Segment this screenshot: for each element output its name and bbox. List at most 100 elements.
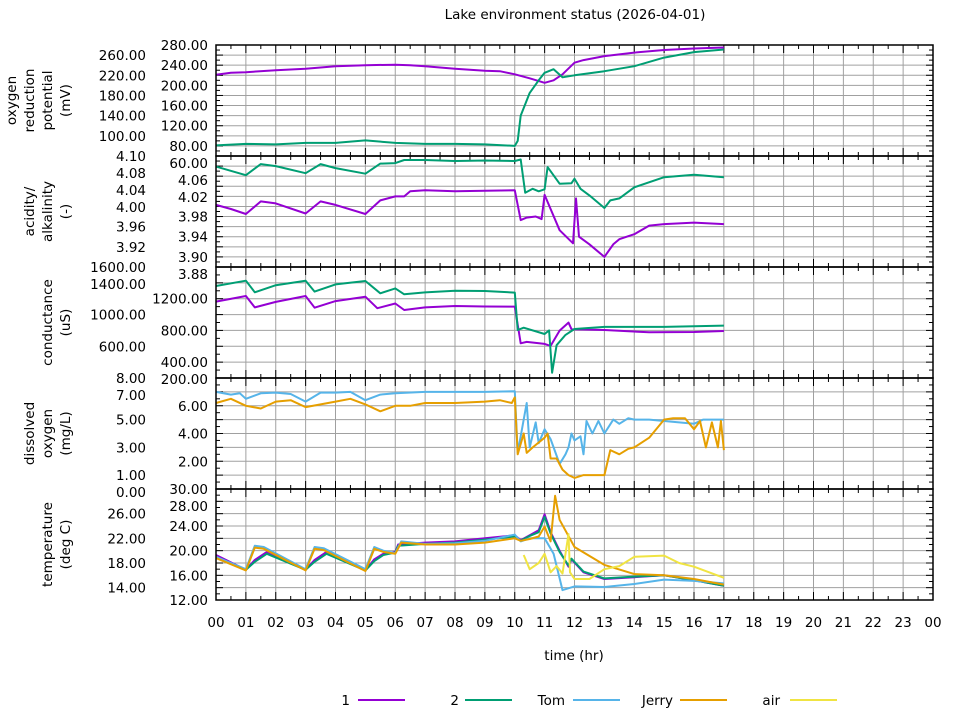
x-tick-label: 03 — [297, 615, 314, 631]
y-tick-label: 4.00 — [178, 427, 208, 443]
y-tick-label: 80.00 — [169, 139, 208, 155]
panel-2: conductance (uS) — [40, 266, 934, 379]
series-line-1 — [215, 46, 724, 84]
y-tick-label: 7.00 — [116, 388, 146, 404]
x-tick-label: 05 — [357, 615, 374, 631]
y-axis-label: (uS) — [58, 309, 74, 337]
y-axis-label: alkalinity — [40, 181, 56, 242]
y-tick-label: 60.00 — [169, 156, 208, 172]
x-tick-label: 16 — [685, 615, 702, 631]
x-tick-label: 08 — [446, 615, 463, 631]
legend: 1 2 Tom Jerry air — [341, 693, 837, 709]
x-tick-label: 18 — [745, 615, 762, 631]
y-tick-label: 28.00 — [169, 499, 208, 515]
panels: oxygen reduction potential (mV)acidity/alka… — [4, 44, 934, 601]
y-tick-label: 3.92 — [116, 240, 146, 256]
y-axis-label: oxygen — [40, 409, 56, 458]
series-line-2 — [215, 48, 724, 147]
series-line-1 — [215, 189, 724, 258]
y-axis-label: (mV) — [58, 84, 74, 117]
y-tick-label: 1400.00 — [90, 277, 146, 293]
y-axis-label: (deg C) — [58, 520, 74, 570]
y-tick-label: 4.10 — [116, 149, 146, 165]
legend-label: 2 — [450, 693, 459, 709]
y-axis-label: (-) — [58, 204, 74, 219]
x-tick-labels: 00 01 02 03 04 05 06 07 08 09 10 11 12 13 14 15 16 17 18 19… — [207, 615, 941, 631]
y-tick-label: 24.00 — [169, 519, 208, 535]
x-tick-label: 23 — [895, 615, 912, 631]
legend-label: 1 — [341, 693, 350, 709]
x-tick-label: 06 — [387, 615, 404, 631]
x-tick-label: 09 — [476, 615, 493, 631]
y-tick-label: 280.00 — [161, 38, 208, 54]
y-tick-label: 12.00 — [169, 593, 208, 609]
y-tick-label: 2.00 — [178, 454, 208, 470]
y-tick-label: 180.00 — [99, 88, 146, 104]
y-tick-label: 20.00 — [169, 544, 208, 560]
y-tick-labels: 280.00 260.00 240.00 220.00 200.00 180.00 160.… — [90, 38, 208, 609]
y-axis-label: temperature — [40, 502, 56, 587]
y-axis-label: conductance — [40, 279, 56, 366]
y-axis-label: (mg/L) — [58, 411, 74, 455]
y-axis-label: dissolved — [22, 402, 38, 465]
x-tick-label: 11 — [536, 615, 553, 631]
x-axis-label: time (hr) — [544, 648, 603, 664]
x-tick-label: 12 — [566, 615, 583, 631]
x-tick-label: 02 — [267, 615, 284, 631]
y-tick-label: 3.98 — [178, 210, 208, 226]
y-tick-label: 3.96 — [116, 220, 146, 236]
legend-label: Jerry — [641, 693, 673, 709]
y-tick-label: 5.00 — [116, 413, 146, 429]
y-tick-label: 16.00 — [169, 568, 208, 584]
x-tick-label: 21 — [835, 615, 852, 631]
panel-border — [215, 488, 934, 601]
y-tick-label: 100.00 — [99, 129, 146, 145]
y-tick-label: 400.00 — [161, 355, 208, 371]
x-tick-label: 22 — [865, 615, 882, 631]
y-tick-label: 260.00 — [99, 48, 146, 64]
y-tick-label: 18.00 — [107, 556, 146, 572]
series-line-1 — [215, 295, 724, 347]
y-axis-label: acidity/ — [22, 186, 38, 236]
y-axis-label: potential — [40, 70, 56, 130]
x-tick-label: 19 — [775, 615, 792, 631]
y-tick-label: 26.00 — [107, 507, 146, 523]
x-tick-label: 13 — [596, 615, 613, 631]
y-tick-label: 8.00 — [116, 371, 146, 387]
y-tick-label: 30.00 — [169, 482, 208, 498]
x-tick-label: 01 — [237, 615, 254, 631]
x-tick-label: 00 — [207, 615, 224, 631]
x-tick-label: 00 — [924, 615, 941, 631]
panel-3: dissolved oxygen (mg/L) — [22, 377, 934, 490]
series-line-tom — [215, 390, 724, 465]
y-tick-label: 14.00 — [107, 581, 146, 597]
y-tick-label: 6.00 — [178, 399, 208, 415]
y-tick-label: 1.00 — [116, 468, 146, 484]
y-tick-label: 200.00 — [161, 78, 208, 94]
y-tick-label: 4.00 — [116, 200, 146, 216]
series-line-jerry — [215, 396, 725, 479]
chart-title: Lake environment status (2026-04-01) — [445, 7, 706, 23]
x-tick-label: 14 — [626, 615, 643, 631]
y-tick-label: 1000.00 — [90, 308, 146, 324]
y-tick-label: 140.00 — [99, 109, 146, 125]
x-tick-label: 10 — [506, 615, 523, 631]
y-tick-label: 0.00 — [116, 485, 146, 501]
y-axis-label: oxygen — [4, 76, 20, 125]
y-tick-label: 1600.00 — [90, 260, 146, 276]
y-axis-label: reduction — [22, 69, 38, 133]
x-tick-label: 07 — [417, 615, 434, 631]
y-tick-label: 22.00 — [107, 531, 146, 547]
x-tick-label: 17 — [715, 615, 732, 631]
series-line-2 — [215, 279, 724, 374]
y-tick-label: 3.88 — [178, 267, 208, 283]
series-line-air — [522, 533, 725, 580]
x-tick-label: 20 — [805, 615, 822, 631]
y-tick-label: 4.02 — [178, 190, 208, 206]
panel-4: temperature (deg C) — [40, 488, 934, 601]
y-tick-label: 160.00 — [161, 99, 208, 115]
y-tick-label: 3.00 — [116, 440, 146, 456]
y-tick-label: 240.00 — [161, 58, 208, 74]
x-tick-label: 04 — [327, 615, 344, 631]
series-line-2 — [215, 158, 724, 209]
